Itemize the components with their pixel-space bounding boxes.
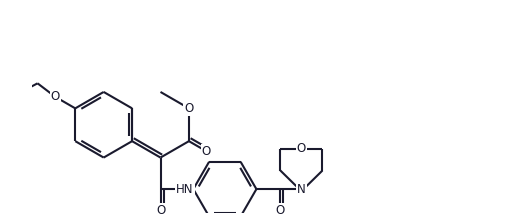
Text: HN: HN [176, 183, 193, 196]
Text: O: O [156, 204, 165, 217]
Text: O: O [296, 142, 306, 155]
Text: O: O [50, 90, 60, 103]
Text: O: O [274, 204, 284, 217]
Text: N: N [296, 183, 305, 196]
Text: O: O [201, 145, 211, 158]
Text: O: O [184, 102, 193, 115]
